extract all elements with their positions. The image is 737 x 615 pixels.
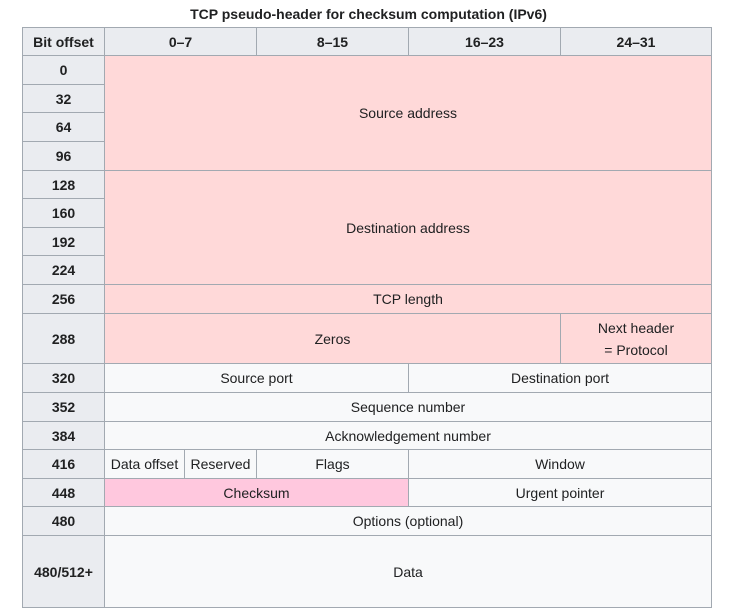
data-offset-cell: Data offset [104,449,185,479]
row-offset-416: 416 [22,449,105,479]
row-offset-480: 480 [22,506,105,536]
row-offset-352: 352 [22,392,105,422]
tcp-length-cell: TCP length [104,284,712,314]
table-caption: TCP pseudo-header for checksum computati… [190,6,547,22]
column-header-16-23: 16–23 [408,27,561,56]
options-cell: Options (optional) [104,506,712,536]
next-header-protocol-label: = Protocol [604,341,668,358]
next-header-cell: Next header = Protocol [560,313,712,364]
destination-port-cell: Destination port [408,363,712,393]
row-offset-160: 160 [22,198,105,228]
sequence-number-cell: Sequence number [104,392,712,422]
zeros-cell: Zeros [104,313,561,364]
row-offset-480-512-plus: 480/512+ [22,535,105,608]
row-offset-32: 32 [22,84,105,113]
column-header-24-31: 24–31 [560,27,712,56]
acknowledgement-number-cell: Acknowledgement number [104,421,712,450]
row-offset-224: 224 [22,255,105,285]
urgent-pointer-cell: Urgent pointer [408,478,712,507]
reserved-cell: Reserved [184,449,257,479]
next-header-label: Next header [597,319,675,336]
column-header-0-7: 0–7 [104,27,257,56]
checksum-cell: Checksum [104,478,409,507]
destination-address-cell: Destination address [104,170,712,285]
source-address-cell: Source address [104,55,712,171]
row-offset-288: 288 [22,313,105,364]
row-offset-96: 96 [22,141,105,171]
column-header-8-15: 8–15 [256,27,409,56]
row-offset-320: 320 [22,363,105,393]
row-offset-384: 384 [22,421,105,450]
window-cell: Window [408,449,712,479]
row-offset-0: 0 [22,55,105,85]
source-port-cell: Source port [104,363,409,393]
tcp-pseudo-header-table: Bit offset 0–7 8–15 16–23 24–31 0 Source… [22,27,712,608]
data-cell: Data [104,535,712,608]
row-offset-64: 64 [22,112,105,142]
flags-cell: Flags [256,449,409,479]
row-offset-128: 128 [22,170,105,199]
row-offset-448: 448 [22,478,105,507]
row-offset-192: 192 [22,227,105,256]
row-offset-256: 256 [22,284,105,314]
column-header-bit-offset: Bit offset [22,27,105,56]
